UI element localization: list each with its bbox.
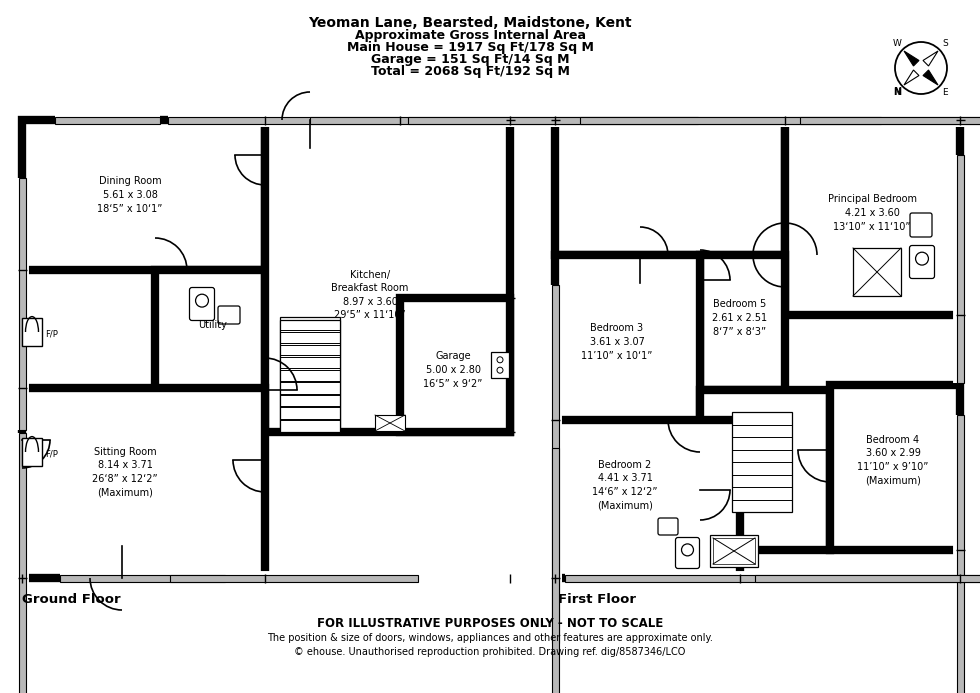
Bar [552, 285, 559, 643]
Bar [19, 433, 25, 693]
Text: Total = 2068 Sq Ft/192 Sq M: Total = 2068 Sq Ft/192 Sq M [370, 65, 569, 78]
Text: Bedroom 4
3.60 x 2.99
11’10” x 9’10”
(Maximum): Bedroom 4 3.60 x 2.99 11’10” x 9’10” (Ma… [858, 435, 929, 485]
FancyBboxPatch shape [910, 213, 932, 237]
Text: FOR ILLUSTRATIVE PURPOSES ONLY - NOT TO SCALE: FOR ILLUSTRATIVE PURPOSES ONLY - NOT TO … [317, 617, 663, 630]
Text: Kitchen/
Breakfast Room
8.97 x 3.60
29‘5” x 11‘10”: Kitchen/ Breakfast Room 8.97 x 3.60 29‘5… [331, 270, 409, 320]
Bar [491, 352, 509, 378]
Bar [375, 415, 405, 431]
FancyBboxPatch shape [675, 538, 700, 568]
Bar [755, 574, 980, 581]
Bar [265, 120, 510, 432]
Text: Principal Bedroom
4.21 x 3.60
13‘10” x 11‘10”: Principal Bedroom 4.21 x 3.60 13‘10” x 1… [827, 195, 916, 231]
Text: Garage
5.00 x 2.80
16‘5” x 9‘2”: Garage 5.00 x 2.80 16‘5” x 9‘2” [423, 351, 483, 389]
Bar [700, 390, 830, 550]
Text: Bedroom 5
2.61 x 2.51
8‘7” x 8‘3”: Bedroom 5 2.61 x 2.51 8‘7” x 8‘3” [712, 299, 767, 337]
Bar [310, 116, 698, 123]
Circle shape [497, 357, 503, 363]
Circle shape [681, 544, 694, 556]
Polygon shape [923, 51, 938, 66]
Circle shape [497, 367, 503, 374]
Bar [785, 120, 960, 315]
Bar [710, 535, 758, 567]
Text: N: N [893, 87, 901, 97]
Text: Sitting Room
8.14 x 3.71
26‘8” x 12‘2”
(Maximum): Sitting Room 8.14 x 3.71 26‘8” x 12‘2” (… [92, 446, 158, 498]
Bar [853, 248, 901, 296]
Bar [555, 420, 740, 578]
Bar [565, 574, 980, 581]
Bar [956, 155, 963, 383]
Bar [700, 255, 785, 390]
Bar [552, 448, 559, 693]
FancyBboxPatch shape [658, 518, 678, 535]
Bar [280, 320, 340, 432]
Bar [408, 116, 881, 123]
Text: F/P: F/P [45, 329, 59, 338]
Bar [170, 574, 418, 581]
Text: F/P: F/P [45, 450, 59, 459]
Bar [580, 116, 980, 123]
Bar [800, 116, 980, 123]
Bar [22, 318, 42, 346]
Polygon shape [904, 51, 919, 66]
Circle shape [915, 252, 928, 265]
Bar [22, 120, 265, 270]
Bar [956, 415, 963, 693]
Bar [22, 438, 42, 466]
Text: First Floor: First Floor [558, 593, 636, 606]
Bar [155, 270, 265, 390]
Bar [168, 116, 401, 123]
Text: Yeoman Lane, Bearsted, Maidstone, Kent: Yeoman Lane, Bearsted, Maidstone, Kent [308, 16, 632, 30]
Bar [830, 385, 960, 550]
Text: S: S [942, 40, 948, 49]
Bar [280, 317, 340, 432]
Bar [732, 412, 792, 512]
Bar [60, 574, 225, 581]
Text: Ground Floor: Ground Floor [22, 593, 121, 606]
Text: E: E [942, 87, 948, 96]
Text: Approximate Gross Internal Area: Approximate Gross Internal Area [355, 29, 585, 42]
FancyBboxPatch shape [189, 288, 215, 320]
Text: Bedroom 2
4.41 x 3.71
14‘6” x 12‘2”
(Maximum): Bedroom 2 4.41 x 3.71 14‘6” x 12‘2” (Max… [592, 459, 658, 511]
Bar [22, 388, 265, 578]
Bar [555, 120, 785, 255]
Text: N: N [894, 87, 901, 96]
FancyBboxPatch shape [218, 306, 240, 324]
Polygon shape [923, 70, 938, 85]
Circle shape [196, 295, 209, 307]
Text: Utility: Utility [199, 320, 227, 330]
Text: The position & size of doors, windows, appliances and other features are approxi: The position & size of doors, windows, a… [268, 633, 712, 643]
Bar [400, 298, 510, 432]
Bar [713, 538, 755, 564]
FancyBboxPatch shape [909, 245, 935, 279]
Text: Dining Room
5.61 x 3.08
18‘5” x 10‘1”: Dining Room 5.61 x 3.08 18‘5” x 10‘1” [97, 177, 163, 213]
Circle shape [895, 42, 947, 94]
Text: Garage = 151 Sq Ft/14 Sq M: Garage = 151 Sq Ft/14 Sq M [370, 53, 569, 66]
Text: Main House = 1917 Sq Ft/178 Sq M: Main House = 1917 Sq Ft/178 Sq M [347, 41, 594, 54]
Polygon shape [904, 70, 919, 85]
Bar [19, 178, 25, 430]
Text: © ehouse. Unauthorised reproduction prohibited. Drawing ref. dig/8587346/LCO: © ehouse. Unauthorised reproduction proh… [294, 647, 686, 657]
Bar [55, 116, 160, 123]
Text: Bedroom 3
3.61 x 3.07
11’10” x 10‘1”: Bedroom 3 3.61 x 3.07 11’10” x 10‘1” [581, 324, 653, 360]
Text: W: W [893, 40, 902, 49]
Bar [555, 255, 700, 425]
